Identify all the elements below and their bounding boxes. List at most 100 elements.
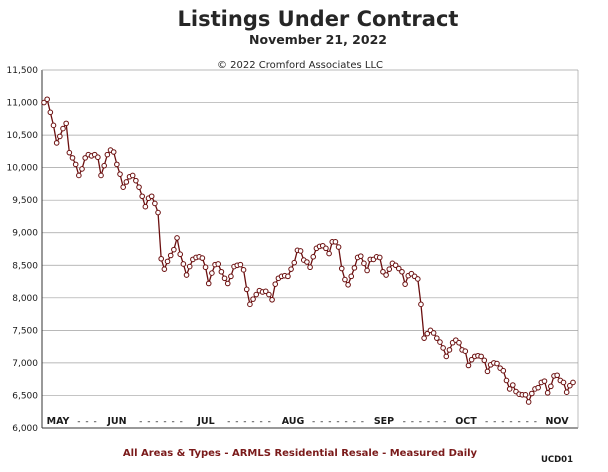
x-dash-separator: - - - - - - -	[485, 417, 538, 427]
x-month-label: AUG	[282, 416, 305, 427]
data-point	[484, 368, 491, 375]
data-point	[164, 258, 171, 265]
data-point	[291, 259, 298, 266]
data-point	[148, 193, 155, 200]
data-point	[50, 122, 57, 129]
data-point	[560, 379, 567, 386]
data-point	[421, 335, 427, 341]
data-point	[243, 286, 250, 293]
data-point	[218, 268, 225, 275]
data-point	[250, 296, 256, 302]
data-point	[72, 161, 79, 168]
x-dash-separator: - - -	[77, 417, 97, 427]
data-point	[443, 353, 450, 360]
data-point	[69, 155, 76, 161]
data-point	[446, 347, 453, 353]
data-point	[462, 348, 469, 354]
data-point	[570, 379, 576, 386]
data-point	[361, 260, 367, 267]
data-point	[304, 259, 310, 265]
data-point	[364, 267, 370, 274]
data-point	[535, 384, 541, 391]
data-point	[383, 272, 389, 278]
data-point	[215, 261, 222, 267]
data-point	[101, 162, 107, 169]
data-point	[262, 288, 269, 295]
data-point	[424, 330, 431, 337]
series-line	[43, 97, 574, 404]
axes	[41, 69, 579, 429]
y-axis-ticks: 11,500 11,000 10,500 10,000 9,500 9,000 8,500 8…	[7, 66, 39, 434]
data-point	[510, 382, 516, 388]
chart-title: Listings Under Contract	[178, 7, 459, 31]
data-point	[418, 301, 424, 308]
chart-footer: All Areas & Types - ARMLS Residential Re…	[123, 448, 478, 459]
data-point	[174, 235, 180, 241]
data-point	[205, 280, 212, 287]
data-point	[171, 246, 177, 253]
data-point	[567, 382, 573, 389]
data-point	[152, 200, 158, 207]
y-tick-label: 8,000	[12, 294, 38, 304]
data-point	[142, 203, 149, 210]
data-point	[158, 255, 164, 262]
data-point	[395, 265, 402, 272]
x-dash-separator: - - - - - -	[139, 417, 184, 427]
data-point	[288, 266, 294, 272]
x-axis-labels: MAY - - - JUN - - - - - - JUL - - - - - - AUG -…	[47, 416, 570, 427]
data-point	[468, 356, 475, 363]
data-point	[380, 268, 386, 275]
data-point	[186, 263, 193, 270]
data-point	[79, 166, 85, 172]
data-point	[392, 262, 399, 269]
data-point	[548, 383, 554, 390]
data-point	[351, 265, 358, 271]
data-point	[95, 154, 101, 161]
y-tick-label: 7,000	[12, 359, 38, 369]
data-point	[129, 172, 136, 179]
data-point	[155, 209, 161, 216]
y-tick-label: 11,000	[7, 99, 39, 109]
series-points	[41, 96, 576, 405]
data-point	[433, 335, 440, 341]
data-point	[47, 109, 54, 116]
data-point	[503, 377, 510, 384]
data-point	[500, 367, 507, 374]
data-point	[440, 345, 446, 351]
data-point	[104, 151, 111, 158]
data-point	[506, 386, 513, 392]
x-dash-separator: - - - - - - -	[312, 417, 365, 427]
data-point	[120, 184, 126, 190]
data-point	[494, 360, 500, 367]
data-point	[402, 281, 408, 287]
data-point	[529, 390, 535, 397]
data-point	[60, 125, 66, 132]
data-point	[414, 276, 421, 282]
data-point	[114, 161, 120, 168]
data-point	[117, 171, 123, 177]
y-tick-label: 11,500	[7, 66, 39, 76]
y-tick-label: 10,000	[7, 164, 39, 174]
x-month-label: SEP	[374, 416, 394, 427]
data-point	[399, 268, 405, 275]
data-point	[237, 261, 244, 268]
data-point	[348, 273, 355, 280]
chart-copyright: © 2022 Cromford Associates LLC	[217, 60, 383, 71]
x-month-label: MAY	[47, 416, 70, 427]
chart-subtitle: November 21, 2022	[249, 32, 387, 47]
chart-code: UCD01	[541, 455, 573, 465]
data-point	[332, 239, 339, 245]
data-point	[554, 372, 560, 379]
data-point	[123, 179, 130, 185]
y-tick-label: 6,500	[12, 391, 38, 401]
data-point	[98, 172, 104, 179]
data-point	[430, 330, 437, 336]
data-point	[335, 244, 342, 250]
y-tick-label: 8,500	[12, 261, 38, 271]
data-point	[183, 272, 190, 278]
data-point	[228, 273, 234, 280]
data-point	[326, 250, 332, 257]
data-point	[386, 266, 393, 272]
data-point	[63, 120, 69, 127]
